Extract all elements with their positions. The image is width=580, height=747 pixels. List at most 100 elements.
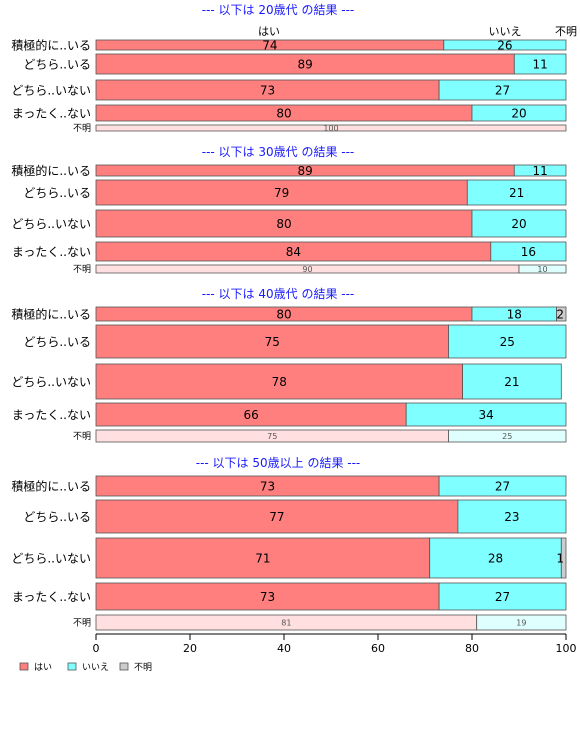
bar-no [443, 39, 567, 51]
category-label: どちら..いない [11, 217, 91, 231]
value-label-no: 20 [511, 107, 526, 121]
legend-yes-label: はい [34, 662, 52, 673]
category-label: 不明 [73, 618, 91, 629]
value-label-yes: 77 [269, 510, 284, 524]
legend-no-swatch [67, 662, 77, 671]
top-label-yes: はい [258, 25, 280, 38]
value-label-no: 23 [504, 510, 519, 524]
panel-title: --- 以下は 40歳代 の結果 --- [202, 287, 355, 301]
value-label-yes: 78 [272, 375, 287, 389]
value-label-yes: 89 [298, 58, 313, 72]
category-label: 不明 [73, 264, 91, 275]
panel-title: --- 以下は 20歳代 の結果 --- [202, 3, 355, 17]
value-label-yes: 79 [274, 186, 289, 200]
bar-no [466, 179, 567, 206]
panel-title: --- 以下は 50歳以上 の結果 --- [196, 456, 361, 470]
bar-no [513, 164, 567, 177]
value-label-yes: 81 [281, 619, 291, 628]
legend-yes-swatch [19, 662, 29, 671]
x-tick-label: 100 [556, 642, 577, 655]
bar-yes [95, 363, 464, 400]
value-label-yes: 74 [262, 39, 277, 53]
category-label: 積極的に..いる [11, 37, 91, 52]
bar-no [490, 241, 567, 262]
value-label-no: 11 [533, 58, 548, 72]
value-label-yes: 71 [255, 552, 270, 566]
bar-no [438, 475, 567, 497]
bar-no [405, 402, 567, 427]
legend-no-label: いいえ [82, 662, 109, 673]
bar-yes [95, 499, 459, 534]
category-label: 積極的に..いる [11, 163, 91, 178]
bar-no [462, 363, 562, 400]
category-label: まったく..ない [12, 245, 91, 259]
x-tick-label: 80 [465, 642, 479, 655]
category-label: どちら..いない [11, 375, 91, 389]
bar-no [518, 264, 567, 274]
value-label-no: 27 [495, 590, 510, 604]
category-label: どちら..いる [23, 186, 91, 200]
x-tick-label: 60 [371, 642, 385, 655]
bar-no [471, 209, 567, 238]
value-label-yes: 66 [243, 408, 258, 422]
value-label-no: 27 [495, 84, 510, 98]
value-label-no: 19 [516, 619, 526, 628]
top-label-unknown: 不明 [555, 25, 577, 38]
bar-no [471, 104, 567, 122]
bar-no [476, 614, 567, 631]
bar-yes [95, 537, 431, 579]
value-label-yes: 73 [260, 480, 275, 494]
value-label-yes: 89 [298, 164, 313, 178]
value-label-unknown: 100 [323, 124, 338, 133]
legend-unknown-label: 不明 [134, 662, 152, 673]
category-label: どちら..いない [11, 551, 91, 565]
value-label-yes: 80 [276, 107, 291, 121]
value-label-no: 21 [509, 186, 524, 200]
value-label-yes: 75 [267, 432, 277, 441]
x-tick-label: 40 [277, 642, 291, 655]
bar-yes [95, 582, 440, 611]
category-label: どちら..いる [23, 335, 91, 349]
legend-unknown-swatch [119, 662, 129, 671]
category-label: どちら..いる [23, 57, 91, 71]
category-label: 積極的に..いる [11, 306, 91, 321]
value-label-yes: 75 [265, 335, 280, 349]
bar-yes [95, 209, 473, 238]
bar-no [438, 582, 567, 611]
bar-no [429, 537, 562, 579]
value-label-no: 21 [504, 375, 519, 389]
category-label: まったく..ない [12, 590, 91, 604]
value-label-no: 18 [507, 308, 522, 322]
bar-unknown [95, 124, 567, 132]
bar-no [438, 79, 567, 101]
value-label-no: 28 [488, 552, 503, 566]
panel-title: --- 以下は 30歳代 の結果 --- [202, 145, 355, 159]
category-label: 不明 [73, 431, 91, 442]
bar-yes [95, 179, 468, 206]
value-label-yes: 73 [260, 84, 275, 98]
category-label: まったく..ない [12, 106, 91, 120]
value-label-unknown: 1 [556, 552, 564, 566]
value-label-yes: 73 [260, 590, 275, 604]
bar-no [513, 53, 567, 75]
bar-no [448, 324, 567, 359]
value-label-no: 11 [533, 164, 548, 178]
value-label-no: 34 [478, 408, 493, 422]
bar-unknown [560, 537, 567, 579]
value-label-yes: 80 [276, 217, 291, 231]
value-label-no: 27 [495, 480, 510, 494]
category-label: 不明 [73, 123, 91, 134]
category-label: まったく..ない [12, 408, 91, 422]
value-label-no: 26 [497, 39, 512, 53]
value-label-no: 25 [500, 335, 515, 349]
category-label: 積極的に..いる [11, 478, 91, 493]
bar-no [448, 429, 567, 443]
top-label-no: いいえ [489, 25, 522, 38]
value-label-no: 20 [511, 217, 526, 231]
value-label-yes: 90 [302, 265, 312, 274]
value-label-no: 10 [537, 265, 547, 274]
category-label: どちら..いない [11, 83, 91, 97]
value-label-no: 25 [502, 432, 512, 441]
category-label: どちら..いる [23, 510, 91, 524]
x-tick-label: 0 [93, 642, 100, 655]
